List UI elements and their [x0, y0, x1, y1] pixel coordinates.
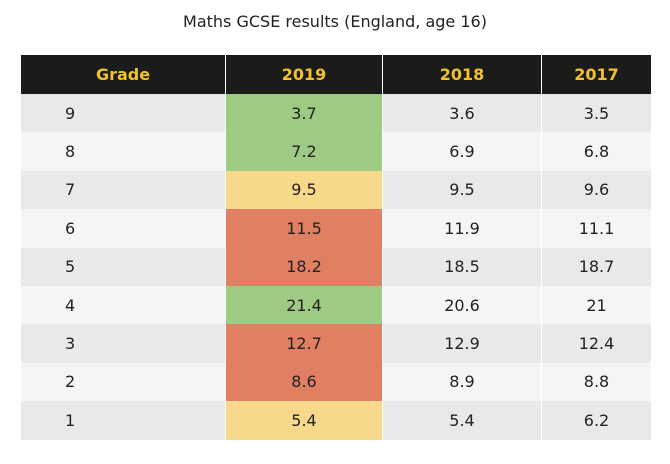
value-2019-cell: 12.7 [226, 324, 382, 363]
value-2019-cell: 8.6 [226, 362, 382, 402]
grade-cell: 3 [21, 324, 225, 363]
value-2017-cell: 6.2 [542, 401, 651, 440]
header-grade: Grade [21, 55, 225, 94]
value-2018-cell: 11.9 [383, 209, 541, 248]
header-2017: 2017 [542, 55, 651, 94]
grade-cell: 7 [21, 170, 225, 210]
value-2019-cell: 18.2 [226, 247, 382, 286]
value-2018-cell: 12.9 [383, 324, 541, 363]
table-row: 8 7.2 6.9 6.8 [21, 132, 651, 171]
value-2019-cell: 7.2 [226, 132, 382, 171]
value-2017-cell: 9.6 [542, 170, 651, 210]
grade-cell: 9 [21, 94, 225, 133]
table-row: 7 9.5 9.5 9.6 [21, 170, 651, 210]
value-2018-cell: 18.5 [383, 247, 541, 286]
value-2018-cell: 3.6 [383, 94, 541, 133]
table-row: 4 21.4 20.6 21 [21, 285, 651, 325]
value-2018-cell: 20.6 [383, 285, 541, 325]
value-2017-cell: 12.4 [542, 324, 651, 363]
table-row: 9 3.7 3.6 3.5 [21, 94, 651, 133]
table-row: 1 5.4 5.4 6.2 [21, 401, 651, 440]
value-2017-cell: 11.1 [542, 209, 651, 248]
value-2019-cell: 3.7 [226, 94, 382, 133]
grade-cell: 6 [21, 209, 225, 248]
value-2019-cell: 5.4 [226, 401, 382, 440]
value-2017-cell: 3.5 [542, 94, 651, 133]
grade-cell: 2 [21, 362, 225, 402]
grade-cell: 5 [21, 247, 225, 286]
value-2019-cell: 9.5 [226, 170, 382, 210]
value-2019-cell: 11.5 [226, 209, 382, 248]
value-2018-cell: 5.4 [383, 401, 541, 440]
value-2017-cell: 18.7 [542, 247, 651, 286]
table-row: 3 12.7 12.9 12.4 [21, 324, 651, 363]
value-2017-cell: 6.8 [542, 132, 651, 171]
grade-cell: 8 [21, 132, 225, 171]
table-row: 5 18.2 18.5 18.7 [21, 247, 651, 286]
table-row: 6 11.5 11.9 11.1 [21, 209, 651, 248]
value-2018-cell: 6.9 [383, 132, 541, 171]
value-2017-cell: 8.8 [542, 362, 651, 402]
header-2018: 2018 [383, 55, 541, 94]
grade-cell: 1 [21, 401, 225, 440]
value-2018-cell: 9.5 [383, 170, 541, 210]
grade-cell: 4 [21, 285, 225, 325]
header-2019: 2019 [226, 55, 382, 94]
value-2019-cell: 21.4 [226, 285, 382, 325]
results-table: Grade 2019 2018 2017 9 3.7 3.6 3.5 8 7.2 6.9 6.… [20, 55, 652, 440]
header-row: Grade 2019 2018 2017 [21, 55, 651, 94]
value-2018-cell: 8.9 [383, 362, 541, 402]
table-row: 2 8.6 8.9 8.8 [21, 362, 651, 402]
value-2017-cell: 21 [542, 285, 651, 325]
table-title: Maths GCSE results (England, age 16) [183, 12, 487, 31]
